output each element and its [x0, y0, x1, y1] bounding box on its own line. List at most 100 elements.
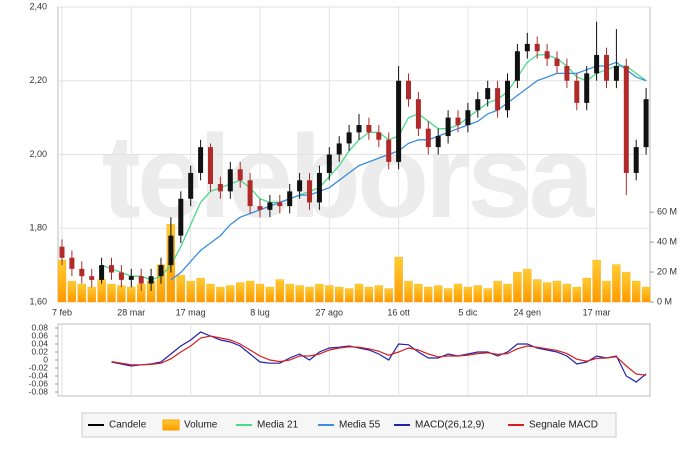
candle-body [544, 51, 550, 59]
volume-bar [453, 283, 463, 303]
volume-bar [364, 286, 374, 303]
volume-bar [384, 288, 393, 303]
y-tick-label: 0.02 [31, 346, 48, 356]
candle-body [425, 128, 431, 148]
volume-bar [67, 280, 77, 303]
x-tick-label: 7 feb [52, 307, 72, 317]
candle-body [247, 180, 253, 207]
macd-line [111, 335, 647, 376]
candle-body [415, 99, 421, 129]
candle-body [475, 99, 481, 111]
volume-bar [374, 285, 383, 303]
y2-tick-label: 40 M [657, 236, 677, 246]
x-tick-label: 28 mar [117, 307, 145, 317]
volume-bar [295, 285, 304, 303]
volume-bar [483, 288, 492, 303]
volume-bar [592, 259, 601, 303]
x-tick-label: 27 ago [316, 307, 344, 317]
candle-body [188, 172, 194, 199]
volume-bar [404, 280, 413, 303]
y-tick-label: -0.02 [29, 362, 49, 372]
candle-body [406, 80, 411, 100]
volume-bar [275, 279, 284, 303]
candle-body [445, 117, 451, 137]
candle-body [505, 80, 510, 111]
candle-body [148, 276, 154, 284]
candle-body [604, 54, 609, 81]
volume-bar [186, 280, 195, 303]
candle-body [69, 257, 75, 269]
legend-swatch [162, 419, 180, 431]
candle-body [109, 265, 114, 273]
candle-body [564, 66, 570, 81]
volume-bar [632, 280, 641, 303]
y-tick-label: -0.08 [29, 386, 49, 396]
candle-body [435, 136, 441, 148]
volume-bar [493, 280, 502, 303]
volume-bar [226, 285, 235, 303]
volume-bar [216, 286, 225, 303]
y-tick-label: -0.06 [29, 378, 49, 388]
y2-tick-label: 0 M [657, 296, 672, 306]
volume-bar [533, 279, 542, 303]
volume-bar [127, 286, 136, 303]
candle-body [237, 169, 243, 181]
candle-body [366, 125, 372, 133]
y-tick-label: 1,80 [29, 223, 47, 233]
candle-body [633, 147, 639, 173]
y-tick-label: 1,60 [29, 296, 47, 306]
candle-body [356, 125, 362, 133]
x-tick-label: 8 lug [250, 307, 270, 317]
volume-bar [572, 286, 581, 303]
macd-panel [57, 323, 651, 397]
volume-bar [582, 277, 591, 303]
candle-body [455, 117, 461, 125]
candle-body [514, 51, 520, 81]
volume-bar [542, 282, 552, 303]
legend-label: Candele [109, 420, 147, 431]
volume-bar [523, 268, 532, 303]
volume-bar [315, 283, 324, 303]
volume-bar [325, 285, 334, 303]
candle-body [59, 246, 65, 258]
volume-bar [196, 277, 205, 303]
candle-body [99, 265, 105, 280]
volume-bar [354, 283, 364, 303]
candle-body [495, 88, 501, 111]
candle-body [118, 272, 124, 280]
candle-body [307, 180, 312, 203]
candle-body [198, 147, 204, 173]
y-tick-label: 0.08 [31, 322, 48, 332]
volume-bar [424, 286, 433, 303]
candle-body [554, 58, 560, 66]
y-tick-label: 0.06 [31, 330, 48, 340]
candle-body [208, 147, 213, 184]
moving-average-line [101, 54, 647, 281]
y-tick-label: 0.04 [31, 338, 48, 348]
volume-bar [305, 286, 314, 303]
volume-bar [77, 283, 86, 303]
y-tick-label: 0 [43, 354, 48, 364]
y-tick-label: 2,00 [29, 149, 47, 159]
candle-body [158, 265, 164, 277]
candle-body [346, 132, 352, 144]
legend-label: Media 21 [257, 420, 299, 431]
candle-body [485, 88, 491, 100]
candle-body [396, 80, 402, 162]
candle-body [613, 66, 619, 81]
volume-bar [434, 285, 443, 303]
volume-bar [513, 271, 522, 303]
candle-body [534, 43, 540, 52]
legend-label: MACD(26,12,9) [415, 420, 484, 431]
x-tick-label: 17 mag [176, 307, 206, 317]
volume-bar [265, 286, 275, 303]
legend-label: Volume [184, 420, 218, 431]
candle-body [623, 66, 629, 173]
candle-body [89, 276, 95, 280]
volume-bar [443, 288, 453, 303]
x-tick-label: 5 dic [458, 307, 478, 317]
volume-bar [236, 282, 245, 303]
x-tick-label: 24 gen [514, 307, 542, 317]
